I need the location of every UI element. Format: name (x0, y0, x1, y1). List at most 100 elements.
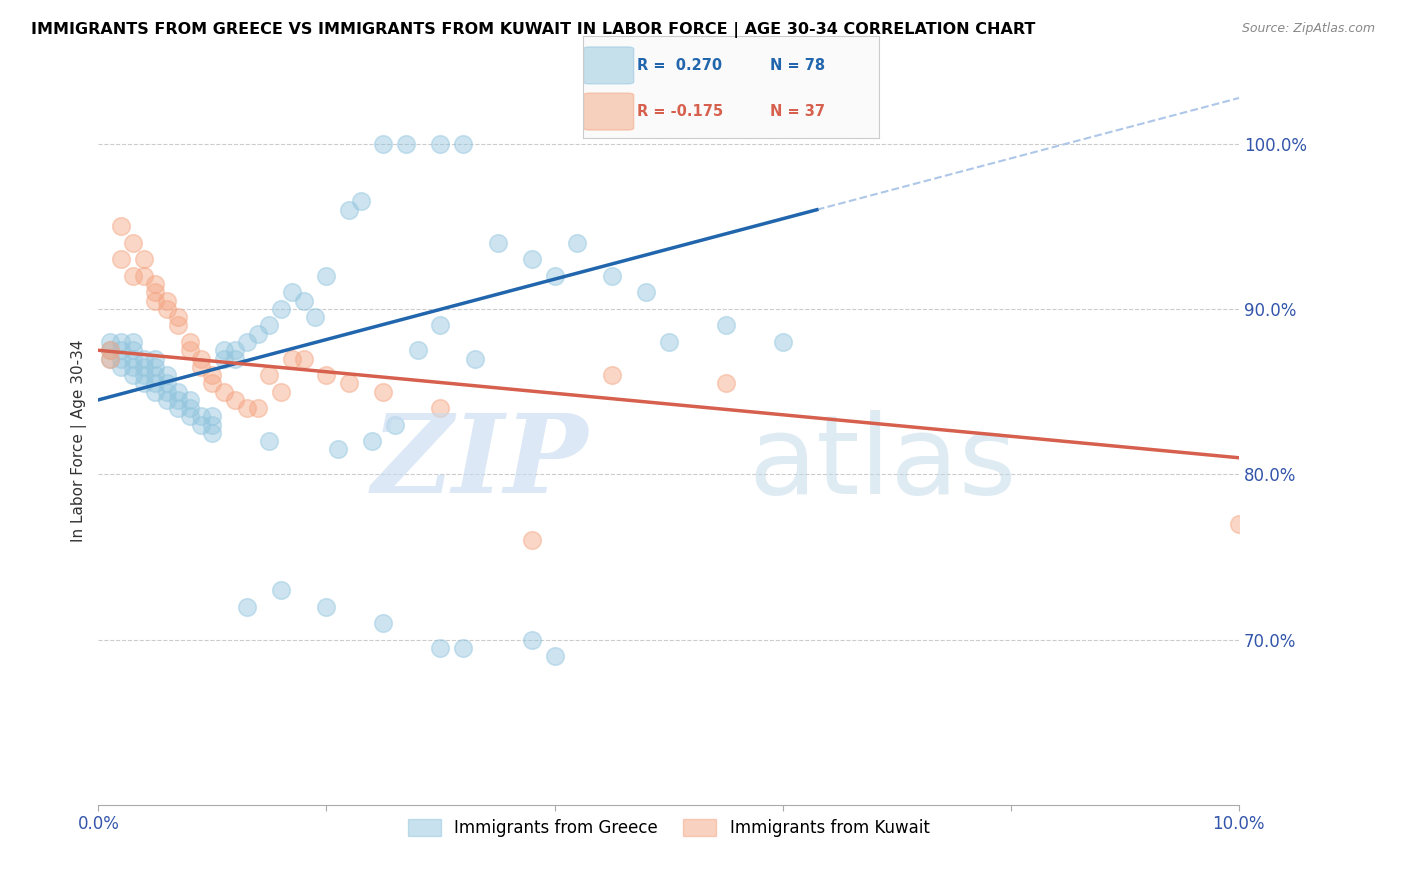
Text: IMMIGRANTS FROM GREECE VS IMMIGRANTS FROM KUWAIT IN LABOR FORCE | AGE 30-34 CORR: IMMIGRANTS FROM GREECE VS IMMIGRANTS FRO… (31, 22, 1035, 38)
Point (714, 376, 737, 391)
Point (121, 334, 143, 349)
Point (190, 417, 212, 432)
Point (486, 235, 509, 250)
Legend: Immigrants from Greece, Immigrants from Kuwait: Immigrants from Greece, Immigrants from … (401, 813, 936, 844)
Point (235, 401, 257, 416)
Point (167, 392, 190, 407)
Point (201, 368, 224, 382)
Point (179, 409, 201, 424)
Point (121, 359, 143, 374)
Point (337, 376, 360, 391)
Point (121, 268, 143, 283)
Point (190, 351, 212, 366)
Point (464, 351, 486, 366)
Point (247, 326, 270, 341)
Point (772, 334, 794, 349)
Point (145, 285, 167, 300)
Point (145, 351, 167, 366)
Point (156, 293, 179, 308)
Point (145, 293, 167, 308)
Point (373, 616, 395, 631)
Point (132, 359, 155, 374)
Point (145, 384, 167, 399)
Point (270, 582, 292, 597)
Point (121, 351, 143, 366)
Point (110, 219, 132, 234)
Point (167, 401, 190, 416)
Point (1227, 516, 1250, 531)
Point (132, 376, 155, 391)
Point (384, 417, 406, 432)
Point (634, 285, 657, 300)
Point (270, 384, 292, 399)
Point (453, 640, 475, 655)
Point (520, 533, 543, 548)
Point (315, 599, 337, 614)
Point (326, 442, 349, 457)
Point (350, 194, 373, 209)
Point (132, 252, 155, 267)
Point (121, 343, 143, 358)
Point (714, 318, 737, 333)
Point (156, 384, 179, 399)
Point (600, 368, 623, 382)
Point (132, 351, 155, 366)
Point (270, 301, 292, 316)
Point (110, 343, 132, 358)
Point (259, 368, 281, 382)
Point (304, 310, 326, 325)
Point (190, 409, 212, 424)
Point (212, 384, 235, 399)
Point (259, 434, 281, 449)
Point (145, 376, 167, 391)
Point (201, 376, 224, 391)
Point (281, 285, 304, 300)
Point (179, 401, 201, 416)
Point (315, 268, 337, 283)
Point (658, 334, 681, 349)
Point (395, 136, 418, 151)
Point (156, 301, 179, 316)
Point (224, 343, 246, 358)
Point (167, 310, 190, 325)
Point (453, 136, 475, 151)
Point (315, 368, 337, 382)
Point (543, 268, 565, 283)
Point (110, 351, 132, 366)
Point (110, 252, 132, 267)
Point (145, 277, 167, 292)
Point (224, 351, 246, 366)
Point (406, 343, 429, 358)
Point (132, 368, 155, 382)
Point (520, 632, 543, 647)
Point (543, 649, 565, 664)
Point (281, 351, 304, 366)
Point (190, 359, 212, 374)
FancyBboxPatch shape (583, 93, 634, 130)
Point (179, 343, 201, 358)
Text: atlas: atlas (748, 409, 1017, 516)
Point (373, 136, 395, 151)
FancyBboxPatch shape (583, 47, 634, 84)
Point (156, 368, 179, 382)
Point (361, 434, 384, 449)
Point (201, 417, 224, 432)
Text: R = -0.175: R = -0.175 (637, 104, 723, 120)
Point (156, 376, 179, 391)
Point (212, 351, 235, 366)
Point (156, 392, 179, 407)
Point (179, 334, 201, 349)
Point (98, 334, 121, 349)
Point (167, 384, 190, 399)
Point (132, 268, 155, 283)
Point (121, 235, 143, 250)
Text: ZIP: ZIP (373, 409, 589, 516)
Point (224, 392, 246, 407)
Point (235, 599, 257, 614)
Text: N = 78: N = 78 (769, 58, 825, 73)
Point (110, 359, 132, 374)
Point (567, 235, 589, 250)
Point (337, 202, 360, 217)
Text: N = 37: N = 37 (769, 104, 824, 120)
Point (292, 351, 315, 366)
